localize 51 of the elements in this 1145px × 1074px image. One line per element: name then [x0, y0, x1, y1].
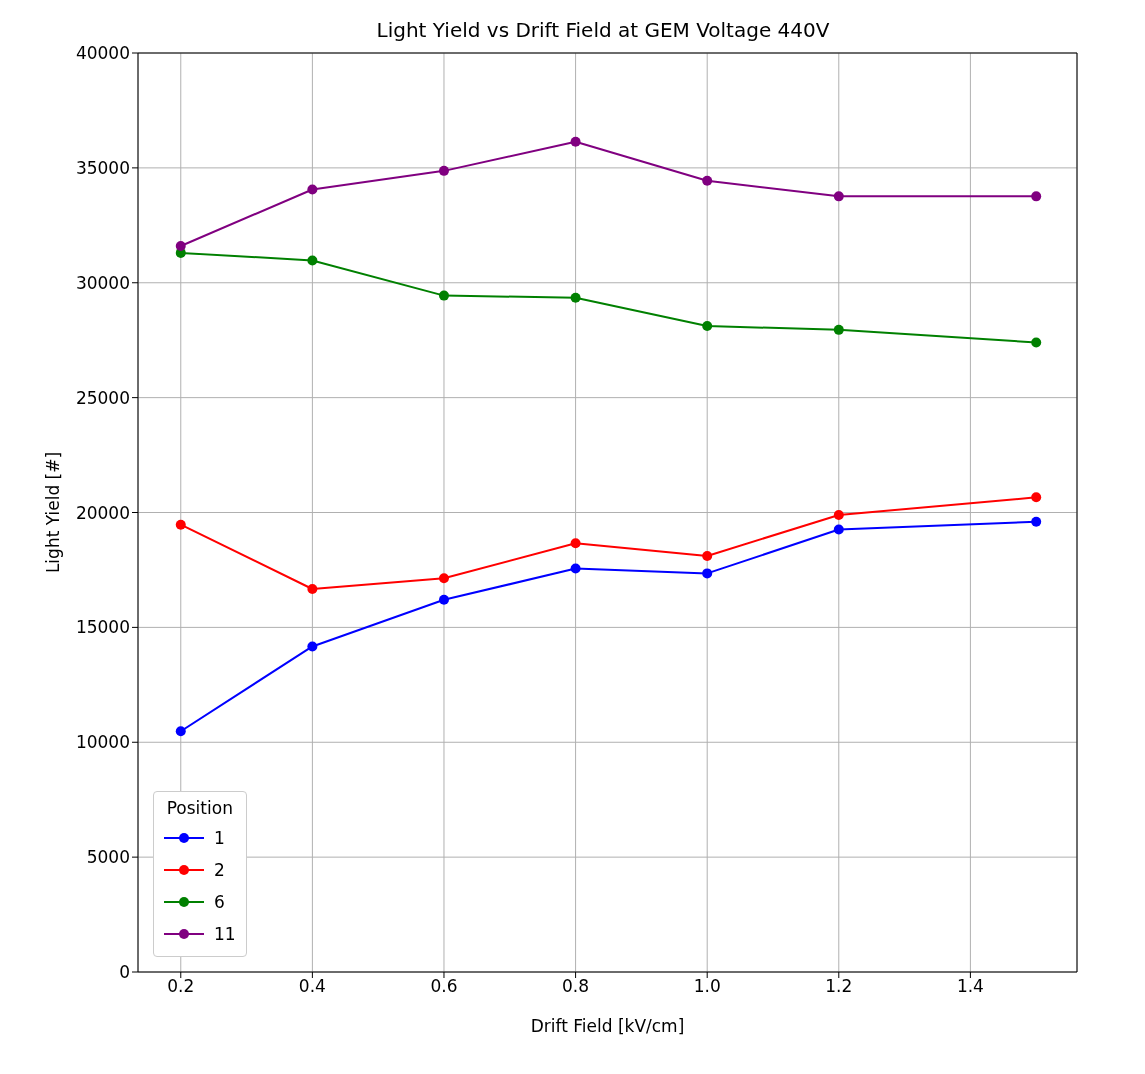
legend-title: Position — [165, 798, 234, 818]
point — [307, 184, 318, 195]
point — [1031, 191, 1042, 202]
legend-label: 2 — [214, 860, 225, 880]
y-axis-title: Light Yield [#] — [43, 451, 64, 574]
x-tick-label: 0.2 — [167, 976, 195, 997]
point — [833, 510, 844, 521]
point — [833, 191, 844, 202]
point — [307, 641, 318, 652]
x-tick-label: 0.8 — [562, 976, 590, 997]
legend-label: 11 — [214, 924, 236, 944]
point — [438, 573, 449, 584]
point — [702, 568, 713, 579]
legend-label: 6 — [214, 892, 225, 912]
point — [833, 524, 844, 535]
point — [175, 519, 186, 530]
y-tick-label: 20000 — [75, 502, 130, 523]
point — [175, 726, 186, 737]
x-tick-label: 0.4 — [298, 976, 326, 997]
point — [307, 255, 318, 266]
point — [1031, 337, 1042, 348]
y-tick-label: 10000 — [75, 732, 130, 753]
point — [570, 136, 581, 147]
x-tick-label: 1.2 — [825, 976, 853, 997]
legend-label: 1 — [214, 828, 225, 848]
point — [1031, 516, 1042, 527]
y-tick-label: 0 — [119, 962, 130, 983]
point — [702, 175, 713, 186]
point — [702, 550, 713, 561]
chart-title: Light Yield vs Drift Field at GEM Voltage 440V — [375, 17, 831, 42]
y-tick-label: 40000 — [75, 43, 130, 64]
y-tick-label: 35000 — [75, 157, 130, 178]
y-tick-label: 5000 — [86, 847, 130, 868]
x-tick-label: 1.0 — [693, 976, 721, 997]
y-tick-label: 15000 — [75, 617, 130, 638]
point — [570, 538, 581, 549]
point — [438, 290, 449, 301]
x-tick-label: 0.6 — [430, 976, 458, 997]
point — [570, 292, 581, 303]
point — [702, 320, 713, 331]
y-tick-label: 30000 — [75, 272, 130, 293]
point — [307, 584, 318, 595]
point — [438, 165, 449, 176]
y-tick-label: 25000 — [75, 387, 130, 408]
point — [175, 240, 186, 251]
point — [438, 594, 449, 605]
point — [1031, 492, 1042, 503]
x-axis-title: Drift Field [kV/cm] — [530, 1016, 685, 1036]
point — [833, 324, 844, 335]
point — [570, 563, 581, 574]
x-tick-label: 1.4 — [956, 976, 984, 997]
